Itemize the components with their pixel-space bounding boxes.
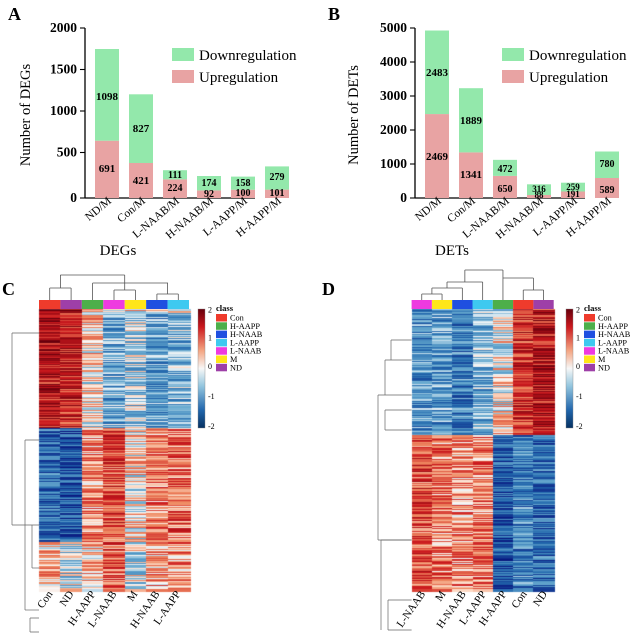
svg-text:DEGs: DEGs [100,243,137,259]
svg-text:L-NAAB: L-NAAB [395,589,429,630]
svg-text:472: 472 [498,164,513,175]
svg-text:3000: 3000 [380,88,407,103]
svg-text:Upregulation: Upregulation [529,70,609,86]
svg-text:111: 111 [168,170,182,181]
svg-text:2000: 2000 [50,20,77,35]
svg-text:0: 0 [576,362,580,371]
svg-text:Downregulation: Downregulation [199,48,297,64]
svg-text:316: 316 [532,184,546,194]
svg-text:2: 2 [576,306,580,315]
svg-text:Con: Con [509,588,530,610]
svg-text:class: class [584,303,602,313]
svg-text:174: 174 [202,178,217,189]
svg-text:650: 650 [498,184,513,195]
svg-text:158: 158 [236,178,251,189]
svg-text:ND/M: ND/M [413,195,444,223]
svg-text:-2: -2 [208,422,215,431]
svg-text:M: M [125,589,141,604]
svg-text:2483: 2483 [426,67,449,79]
svg-text:224: 224 [168,183,183,194]
svg-text:D: D [322,279,335,299]
svg-text:259: 259 [566,182,580,192]
svg-text:A: A [8,4,21,24]
svg-text:1000: 1000 [380,156,407,171]
svg-text:2000: 2000 [380,122,407,137]
svg-text:1: 1 [208,334,212,343]
svg-text:ND/M: ND/M [83,195,114,223]
svg-text:500: 500 [57,145,78,160]
svg-text:2: 2 [208,306,212,315]
svg-text:Con: Con [35,588,56,610]
svg-text:class: class [216,303,234,313]
svg-text:-1: -1 [576,392,583,401]
svg-text:1889: 1889 [460,115,483,127]
svg-text:0: 0 [70,190,77,205]
svg-text:ND: ND [531,589,550,609]
svg-text:-1: -1 [208,392,215,401]
svg-text:B: B [328,4,340,24]
svg-text:421: 421 [133,175,150,187]
svg-text:1000: 1000 [50,103,77,118]
svg-text:Number of DETs: Number of DETs [346,65,362,165]
svg-text:M: M [433,589,449,604]
svg-text:2469: 2469 [426,151,449,163]
svg-text:780: 780 [600,159,615,170]
svg-text:ND: ND [598,363,610,372]
svg-text:Upregulation: Upregulation [199,70,279,86]
svg-text:1500: 1500 [50,62,77,77]
svg-text:1: 1 [576,334,580,343]
svg-text:5000: 5000 [380,20,407,35]
svg-text:279: 279 [270,172,285,183]
svg-text:589: 589 [600,185,615,196]
svg-text:1341: 1341 [460,169,482,181]
svg-text:C: C [2,279,15,299]
svg-text:827: 827 [133,123,150,135]
svg-text:691: 691 [99,163,116,175]
svg-text:4000: 4000 [380,54,407,69]
svg-text:ND: ND [230,363,242,372]
svg-text:0: 0 [400,190,407,205]
svg-text:DETs: DETs [435,243,469,259]
svg-text:ND: ND [58,589,77,609]
svg-text:Downregulation: Downregulation [529,48,627,64]
svg-text:0: 0 [208,362,212,371]
svg-text:Number of DEGs: Number of DEGs [18,64,34,167]
svg-text:1098: 1098 [96,91,119,103]
svg-text:-2: -2 [576,422,583,431]
